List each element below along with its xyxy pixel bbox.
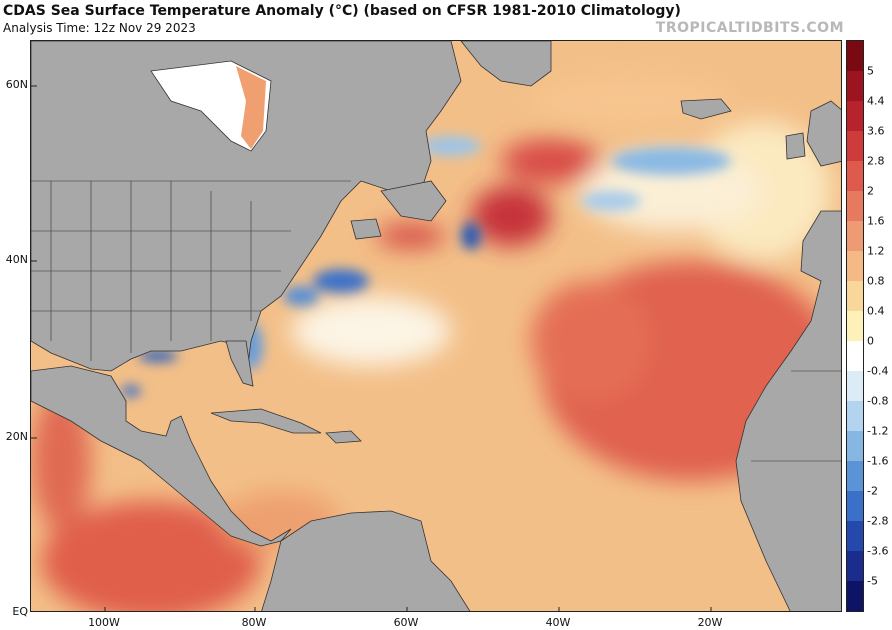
colorbar-swatch	[847, 581, 863, 611]
colorbar-tick-label: -2.8	[867, 514, 889, 528]
colorbar-tick-label: 5	[867, 64, 874, 78]
hispaniola	[325, 430, 362, 444]
sst-anomaly-map	[30, 40, 842, 612]
colorbar-swatch	[847, 191, 863, 221]
ireland	[785, 132, 806, 160]
colorbar-swatch	[847, 341, 863, 371]
political-borders	[31, 180, 841, 462]
hudson-bay-anomaly	[236, 66, 266, 149]
brand-watermark: TROPICALTIDBITS.COM	[655, 20, 844, 36]
south-america	[261, 510, 471, 611]
florida	[225, 340, 254, 387]
colorbar-tick-label: -3.6	[867, 544, 889, 558]
lon-label-60w: 60W	[393, 616, 419, 629]
colorbar-swatch	[847, 251, 863, 281]
map-title: CDAS Sea Surface Temperature Anomaly (°C…	[3, 3, 681, 19]
colorbar-swatch	[847, 521, 863, 551]
land	[31, 41, 841, 611]
maritimes	[350, 180, 447, 240]
lat-label-eq: EQ	[12, 605, 28, 618]
greenland	[460, 41, 552, 87]
europe-africa	[735, 210, 841, 611]
colorbar-swatch	[847, 131, 863, 161]
colorbar-swatch	[847, 401, 863, 431]
colorbar-swatch	[847, 41, 863, 71]
mexico	[31, 365, 292, 547]
colorbar-swatch	[847, 371, 863, 401]
colorbar-tick-label: 0	[867, 334, 874, 348]
lat-label-40n: 40N	[5, 253, 28, 266]
cuba	[210, 408, 322, 434]
colorbar-swatch	[847, 461, 863, 491]
iceland	[680, 98, 732, 120]
analysis-time: Analysis Time: 12z Nov 29 2023	[3, 21, 196, 35]
colorbar-tick-label: 0.8	[867, 274, 885, 288]
colorbar-swatch	[847, 431, 863, 461]
colorbar-tick-label: 2.8	[867, 154, 885, 168]
colorbar-tick-label: 0.4	[867, 304, 885, 318]
colorbar	[846, 40, 864, 612]
colorbar-tick-label: -0.8	[867, 394, 889, 408]
colorbar-tick-label: 4.4	[867, 94, 885, 108]
colorbar-swatch	[847, 311, 863, 341]
colorbar-swatch	[847, 71, 863, 101]
lon-label-20w: 20W	[697, 616, 723, 629]
colorbar-tick-label: -0.4	[867, 364, 889, 378]
colorbar-swatch	[847, 281, 863, 311]
colorbar-swatch	[847, 551, 863, 581]
lon-label-40w: 40W	[545, 616, 571, 629]
british-isles	[806, 100, 841, 167]
colorbar-tick-label: 1.6	[867, 214, 885, 228]
colorbar-swatch	[847, 221, 863, 251]
graticule	[31, 85, 712, 611]
colorbar-tick-label: 1.2	[867, 244, 885, 258]
lon-label-80w: 80W	[241, 616, 267, 629]
lon-label-100w: 100W	[88, 616, 120, 629]
colorbar-swatch	[847, 161, 863, 191]
colorbar-swatch	[847, 101, 863, 131]
lat-label-20n: 20N	[5, 430, 28, 443]
colorbar-tick-label: 2	[867, 184, 874, 198]
lat-label-60n: 60N	[5, 78, 28, 91]
colorbar-tick-label: -2	[867, 484, 878, 498]
colorbar-swatch	[847, 491, 863, 521]
colorbar-tick-label: 3.6	[867, 124, 885, 138]
colorbar-tick-label: -5	[867, 574, 878, 588]
colorbar-tick-label: -1.6	[867, 454, 889, 468]
colorbar-tick-label: -1.2	[867, 424, 889, 438]
